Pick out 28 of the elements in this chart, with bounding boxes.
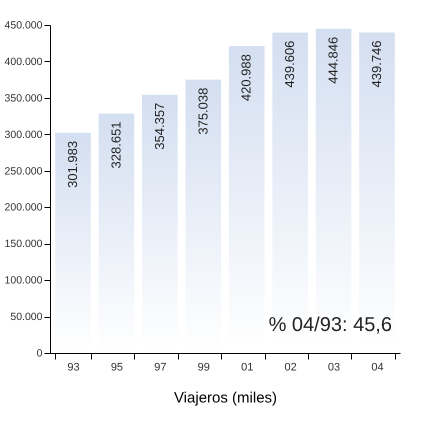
- x-tick-label: 01: [241, 362, 254, 374]
- data-label: 328.651: [108, 121, 124, 168]
- x-tick-label: 93: [67, 362, 80, 374]
- data-label: 354.357: [152, 102, 167, 150]
- y-tick-label: 200.000: [4, 202, 43, 214]
- data-label: 439.606: [282, 40, 298, 88]
- y-tick-label: 350.000: [4, 92, 43, 104]
- annotation: % 04/93: 45,6: [268, 314, 392, 336]
- x-tick-label: 02: [284, 362, 297, 374]
- x-tick-label: 99: [198, 362, 210, 374]
- y-tick-label: 0: [36, 348, 43, 360]
- x-tick-label: 95: [110, 362, 124, 374]
- x-tick-label: 03: [328, 362, 340, 374]
- x-tick-label: 04: [371, 362, 384, 374]
- y-tick-label: 300.000: [4, 128, 43, 141]
- data-label: 439.746: [368, 40, 384, 88]
- data-label: 420.988: [238, 54, 254, 102]
- data-label: 444.846: [326, 36, 341, 84]
- y-tick-label: 450.000: [4, 20, 43, 32]
- x-tick-label: 97: [154, 362, 166, 374]
- y-tick-label: 150.000: [4, 238, 43, 250]
- y-tick-label: 50.000: [10, 311, 43, 324]
- y-tick-label: 400.000: [4, 56, 43, 68]
- data-label: 375.038: [195, 88, 210, 135]
- y-tick-label: 100.000: [4, 274, 43, 287]
- y-tick-label: 250.000: [4, 165, 43, 178]
- data-label: 301.983: [65, 140, 80, 188]
- x-axis-title: Viajeros (miles): [174, 390, 278, 406]
